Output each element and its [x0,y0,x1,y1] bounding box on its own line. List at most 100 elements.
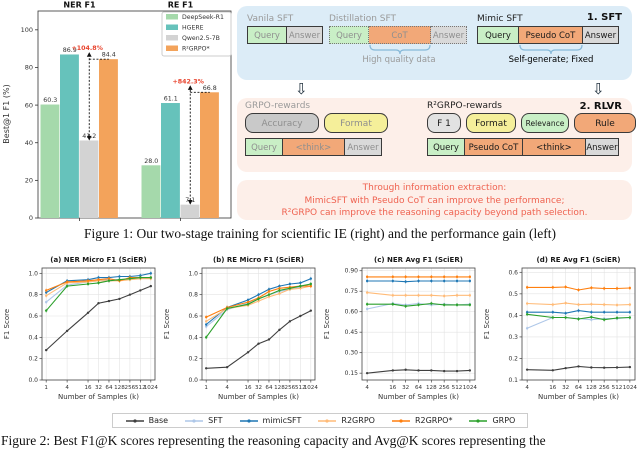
sequence-box-think: <think> [523,138,586,156]
line-mimicsft [367,280,470,283]
svg-text:F1 Score: F1 Score [163,309,171,339]
svg-text:256: 256 [599,385,610,391]
grpo-rewards-row: Accuracy Format [245,113,393,133]
svg-text:100: 100 [21,26,33,34]
legend-line-icon [125,418,144,423]
summary-line-1: Through information extraction: [362,183,507,193]
svg-text:0.75: 0.75 [345,288,359,295]
svg-text:0.4: 0.4 [508,312,518,319]
svg-text:32: 32 [95,385,102,391]
distillation-sft-title: Distillation SFT [329,14,396,24]
svg-text:64: 64 [265,385,273,391]
svg-text:+842.3%: +842.3% [172,78,204,85]
svg-text:0.2: 0.2 [28,356,38,363]
line-grpo [527,313,630,321]
distillation-sft-group: Distillation SFT Query CoT Answer High qua… [329,14,469,65]
bar-deepseek-r1-re-f1 [141,165,161,218]
underbrace-icon [519,45,583,55]
svg-text:512: 512 [612,385,623,391]
sequence-box-answer: Answer [431,26,467,44]
legend-label: R2GRPO* [414,416,453,425]
svg-text:0.0: 0.0 [28,377,38,384]
mimic-note: Self-generate; Fixed [508,55,594,65]
svg-text:80: 80 [25,64,33,72]
svg-text:32: 32 [562,385,569,391]
svg-text:Number of Samples (k): Number of Samples (k) [58,393,139,401]
svg-text:(a) NER Micro F1 (SciER): (a) NER Micro F1 (SciER) [50,256,147,264]
svg-text:61.1: 61.1 [164,96,178,103]
stage1-label: 1. SFT [586,12,622,23]
reward-box-accuracy: Accuracy [245,113,319,133]
r2grpo-rewards-title: R²GRPO-rewards [427,101,502,111]
svg-text:0.6: 0.6 [188,313,198,320]
r2grpo-rewards-group: R²GRPO-rewards F 1 Format Relevance Rule Qu… [427,101,640,156]
svg-text:32: 32 [255,385,262,391]
underbrace-icon [369,45,431,55]
svg-text:1: 1 [204,385,208,391]
svg-text:28.0: 28.0 [144,158,158,165]
svg-text:0: 0 [29,214,33,222]
sequence-box-pseudo-cot: Pseudo CoT [519,26,583,44]
fig2d-svg: 0.1 0.2 0.3 0.4 0.5 0.6 4 16 32 64 128 256 512 1024 (d… [483,256,637,401]
svg-text:256: 256 [285,385,296,391]
svg-text:Qwen2.5-7B: Qwen2.5-7B [182,35,220,42]
grpo-sequence-row: Query <think> Answer [245,138,393,156]
bar-chart-svg: 0 20 40 60 80 100 Best@1 F1 (%) NER F1 RE F1 60.3… [2,1,232,222]
svg-text:512: 512 [295,385,306,391]
svg-text:1.0: 1.0 [188,270,198,277]
sequence-box-query: Query [477,26,519,44]
svg-text:512: 512 [135,385,146,391]
sequence-box-answer: Answer [583,26,619,44]
svg-text:R²GRPO*: R²GRPO* [182,46,210,53]
legend-item-r2grpo: R2GRPO* [391,416,453,425]
svg-text:0.4: 0.4 [28,334,38,341]
svg-text:20: 20 [25,177,33,185]
sequence-box-query: Query [245,138,283,156]
line-r2grpo [367,292,470,297]
subplot-ner-micro-f1: 0.0 0.2 0.4 0.6 0.8 1.0 1 4 16 32 64 128 256 512 1024 (… [0,252,160,404]
svg-text:F1 Score: F1 Score [483,309,491,339]
svg-text:32: 32 [402,385,409,391]
bar-hgere-re-f1 [161,103,180,218]
bar-r-grpo-re-f1 [200,92,219,218]
vanila-sft-group: Vanila SFT Query Answer [247,14,323,44]
svg-text:1.0: 1.0 [28,270,38,277]
svg-text:Number of Samples (k): Number of Samples (k) [538,393,619,401]
legend-line-icon [239,418,258,423]
sequence-box-answer: Answer [287,26,323,44]
sft-stage-panel: 1. SFT Vanila SFT Query Answer Distillati… [237,6,632,80]
svg-text:0.6: 0.6 [508,269,518,276]
svg-text:128: 128 [426,385,437,391]
r2grpo-rewards-row: F 1 Format Relevance Rule [427,113,640,133]
reward-box-format: Format [466,113,516,133]
svg-text:F1 Score: F1 Score [323,309,331,339]
svg-text:4: 4 [65,385,69,391]
svg-text:0.90: 0.90 [345,268,359,275]
line-r2grpo [527,302,630,306]
svg-text:16: 16 [244,385,252,391]
sequence-box-pseudo-cot: Pseudo CoT [465,138,523,156]
sequence-box-think: <think> [283,138,345,156]
legend-label: Base [148,416,169,425]
svg-text:0.4: 0.4 [188,334,198,341]
reward-box-f-1: F 1 [427,113,461,133]
svg-text:0.8: 0.8 [28,292,38,299]
svg-text:0.2: 0.2 [508,355,518,362]
svg-text:(d) RE Avg F1 (SciER): (d) RE Avg F1 (SciER) [537,256,621,264]
svg-text:0.45: 0.45 [345,329,359,336]
figure2-caption: Figure 2: Best F1@K scores representing … [1,433,546,448]
sequence-box-cot: CoT [369,26,431,44]
sequence-box-query: Query [329,26,369,44]
svg-text:64: 64 [415,385,423,391]
reward-box-rule: Rule [574,113,636,133]
svg-text:Number of Samples (k): Number of Samples (k) [378,393,459,401]
svg-text:256: 256 [439,385,450,391]
sequence-box-answer: Answer [345,138,382,156]
svg-text:(c) NER Avg F1 (SciER): (c) NER Avg F1 (SciER) [374,256,463,264]
svg-text:(b) RE Micro F1 (SciER): (b) RE Micro F1 (SciER) [213,256,304,264]
svg-text:Number of Samples (k): Number of Samples (k) [218,393,299,401]
mimic-sft-row: Query Pseudo CoT Answer [477,26,625,44]
distillation-note: High quality data [362,55,436,65]
